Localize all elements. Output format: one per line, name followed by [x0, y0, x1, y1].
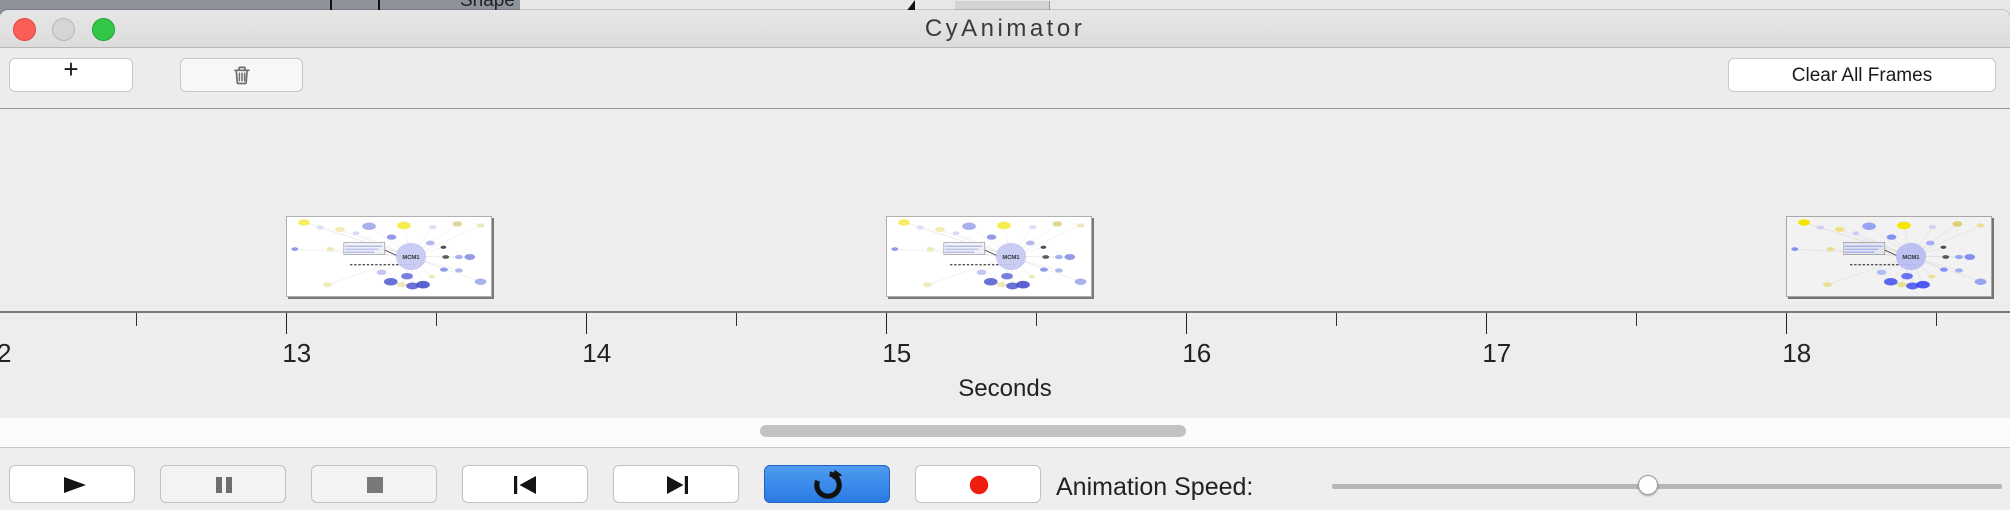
svg-text:MCM1: MCM1	[1902, 255, 1920, 261]
svg-text:MCM1: MCM1	[402, 255, 420, 261]
svg-text:MCM1: MCM1	[1002, 255, 1020, 261]
